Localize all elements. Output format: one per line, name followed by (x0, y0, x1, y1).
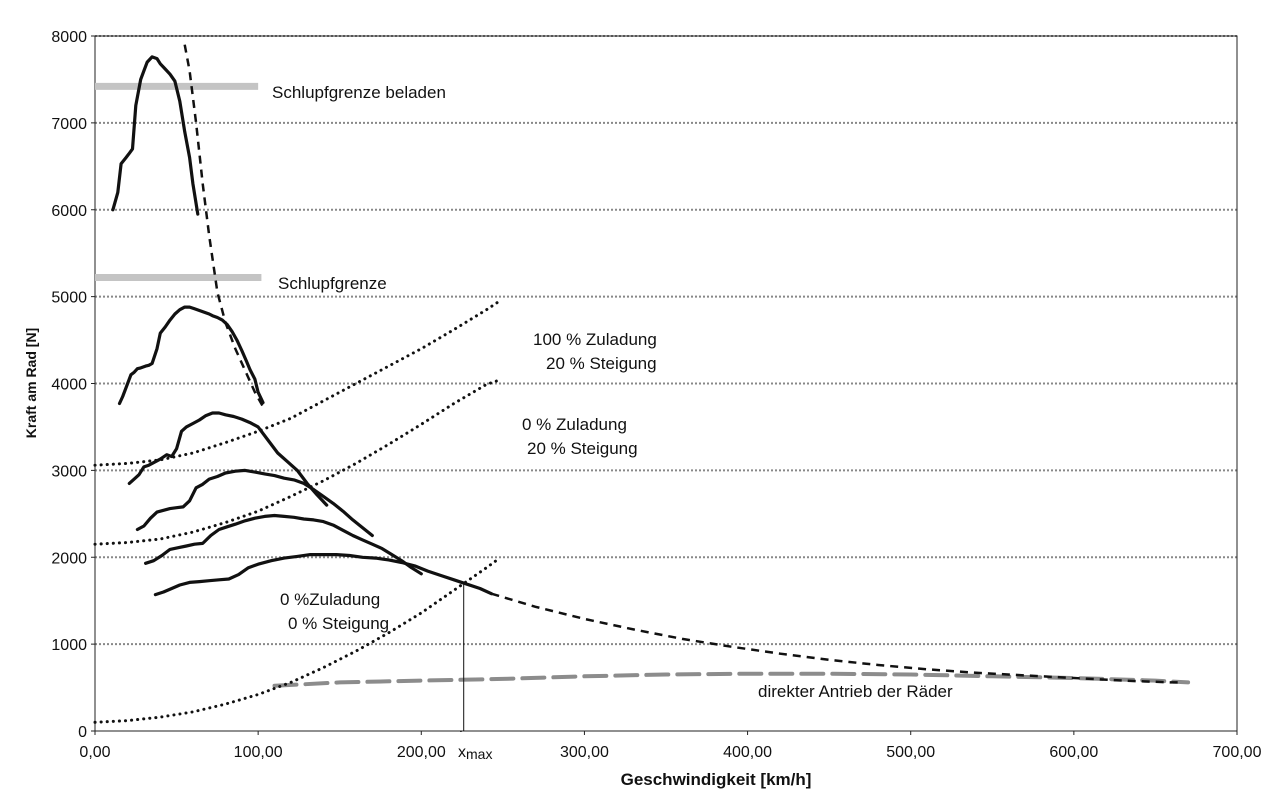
x-tick-label-0: 0,00 (79, 744, 110, 761)
x-tick-label-400: 400,00 (723, 744, 772, 761)
x-tick-label-100: 100,00 (234, 744, 283, 761)
vmax-label-base: x (458, 744, 466, 761)
series-layer (93, 44, 1191, 731)
annotation-0-load-0-grade-line2: 0 % Steigung (288, 614, 389, 633)
annotation-0-load-0-grade-line1: 0 %Zuladung (280, 590, 380, 609)
resistance-curve-2 (93, 556, 502, 724)
traction-curve-0 (111, 55, 200, 216)
vmax-label: xmax (458, 744, 492, 762)
annotation-0-load-20-grade-line1: 0 % Zuladung (522, 415, 627, 434)
y-tick-label-0: 0 (78, 724, 87, 741)
annotation-0-load-20-grade-line2: 20 % Steigung (527, 439, 638, 458)
annotation-slip: Schlupfgrenze (278, 274, 387, 293)
plot-area-frame (94, 35, 1238, 732)
envelope-upper-curve (183, 44, 266, 411)
traction-curve-4 (144, 513, 423, 576)
vmax-label-sub: max (466, 746, 492, 762)
tick-labels: 0 1000 2000 3000 4000 5000 6000 7000 8000 0,00 100… (51, 29, 1261, 761)
y-tick-label-4000: 4000 (51, 377, 87, 394)
traction-curve-2 (127, 411, 329, 507)
direct-drive-curve (272, 671, 1191, 688)
x-tick-label-500: 500,00 (886, 744, 935, 761)
x-tick-label-700: 700,00 (1213, 744, 1262, 761)
y-tick-label-1000: 1000 (51, 637, 87, 654)
x-tick-label-600: 600,00 (1049, 744, 1098, 761)
annotation-100-load-line1: 100 % Zuladung (533, 330, 657, 349)
y-tick-label-7000: 7000 (51, 116, 87, 133)
resistance-curve-1 (93, 378, 502, 546)
y-tick-label-2000: 2000 (51, 550, 87, 567)
annotation-direct-drive: direkter Antrieb der Räder (758, 682, 953, 701)
y-tick-label-6000: 6000 (51, 203, 87, 220)
traction-curve-5 (153, 553, 493, 597)
grid-lines (95, 35, 1237, 646)
traction-curve-3 (135, 468, 374, 538)
annotation-100-load-line2: 20 % Steigung (546, 354, 657, 373)
traction-curve-1 (117, 305, 265, 406)
vmax-dot-accent: ˙ (459, 729, 464, 746)
x-tick-label-200: 200,00 (397, 744, 446, 761)
x-tick-label-300: 300,00 (560, 744, 609, 761)
annotation-slip-loaded: Schlupfgrenze beladen (272, 83, 446, 102)
y-axis-title: Kraft am Rad [N] (23, 328, 39, 438)
x-axis-title: Geschwindigkeit [km/h] (621, 770, 812, 789)
y-tick-label-8000: 8000 (51, 29, 87, 46)
y-tick-label-5000: 5000 (51, 290, 87, 307)
envelope-curve (491, 592, 1184, 684)
y-tick-label-3000: 3000 (51, 463, 87, 480)
